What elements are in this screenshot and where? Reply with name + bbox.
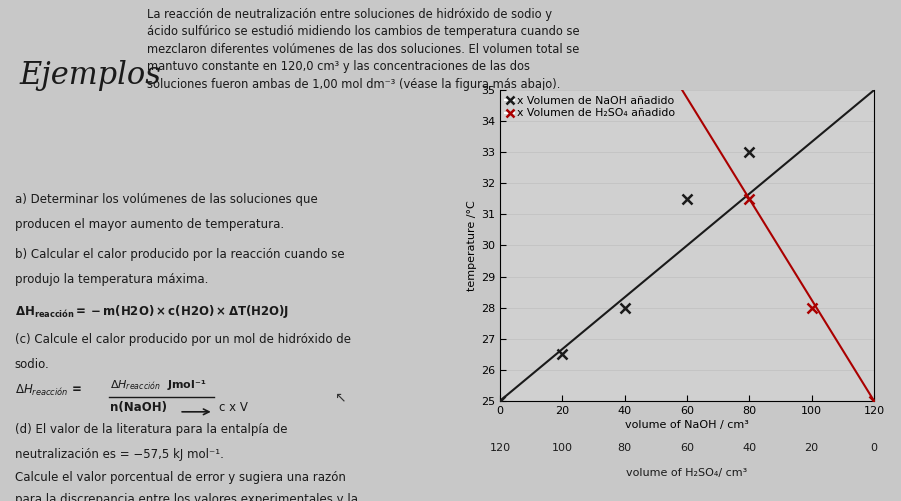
Text: b) Calcular el calor producido por la reacción cuando se: b) Calcular el calor producido por la re… (14, 248, 344, 261)
Text: neutralización es = −57,5 kJ mol⁻¹.: neutralización es = −57,5 kJ mol⁻¹. (14, 448, 223, 461)
Text: produjo la temperatura máxima.: produjo la temperatura máxima. (14, 273, 208, 286)
X-axis label: volume of NaOH / cm³: volume of NaOH / cm³ (625, 420, 749, 430)
Text: a) Determinar los volúmenes de las soluciones que: a) Determinar los volúmenes de las soluc… (14, 193, 317, 206)
Text: La reacción de neutralización entre soluciones de hidróxido de sodio y
ácido sul: La reacción de neutralización entre solu… (148, 8, 580, 91)
Y-axis label: temperature /°C: temperature /°C (467, 200, 477, 291)
Text: 40: 40 (742, 443, 757, 453)
Text: 60: 60 (680, 443, 694, 453)
Text: c x V: c x V (219, 401, 248, 414)
Text: Ejemplos: Ejemplos (20, 60, 161, 91)
Text: 20: 20 (805, 443, 819, 453)
Text: $\Delta H_{reacción}$  Jmol⁻¹: $\Delta H_{reacción}$ Jmol⁻¹ (111, 378, 207, 392)
Text: volume of H₂SO₄/ cm³: volume of H₂SO₄/ cm³ (626, 468, 747, 478)
Text: sodio.: sodio. (14, 358, 50, 371)
Text: $\Delta H_{reacción}$ =: $\Delta H_{reacción}$ = (14, 383, 82, 398)
Text: 100: 100 (552, 443, 573, 453)
Text: producen el mayor aumento de temperatura.: producen el mayor aumento de temperatura… (14, 218, 284, 231)
Legend: x Volumen de NaOH añadido, x Volumen de H₂SO₄ añadido: x Volumen de NaOH añadido, x Volumen de … (505, 96, 676, 118)
Text: (d) El valor de la literatura para la entalpía de: (d) El valor de la literatura para la en… (14, 423, 287, 436)
Text: $\mathbf{\Delta H_{reacción}}$$\mathbf{= -m(H2O) \times c(H2O) \times \Delta T(H: $\mathbf{\Delta H_{reacción}}$$\mathbf{=… (14, 303, 289, 320)
Text: para la discrepancia entre los valores experimentales y la: para la discrepancia entre los valores e… (14, 493, 358, 501)
Text: 0: 0 (870, 443, 878, 453)
Text: ↖: ↖ (334, 391, 346, 405)
Text: n(NaOH): n(NaOH) (111, 401, 168, 414)
Text: Calcule el valor porcentual de error y sugiera una razón: Calcule el valor porcentual de error y s… (14, 471, 346, 484)
Text: 80: 80 (617, 443, 632, 453)
Text: (c) Calcule el calor producido por un mol de hidróxido de: (c) Calcule el calor producido por un mo… (14, 333, 350, 346)
Text: 120: 120 (489, 443, 511, 453)
